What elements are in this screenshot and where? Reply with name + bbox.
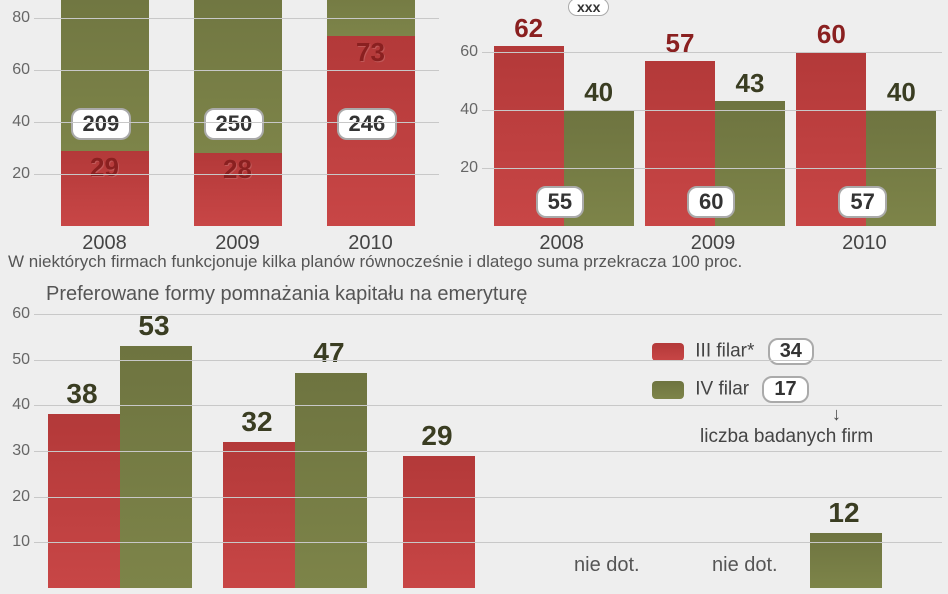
- legend-swatch-red: [652, 343, 684, 361]
- legend-box-1: 34: [768, 338, 814, 365]
- count-box: 57: [838, 186, 886, 218]
- legend-caption: liczba badanych firm: [700, 426, 873, 448]
- bar-red: [223, 442, 295, 588]
- chart-right-plot: 624055574360604057: [486, 0, 940, 226]
- top-row: 712920972282502773246 204060802008200920…: [0, 0, 948, 252]
- value-red: 62: [486, 13, 572, 44]
- footnote: W niektórych firmach funkcjonuje kilka p…: [8, 252, 742, 272]
- legend-box-2: 17: [762, 376, 808, 403]
- count-box: 209: [71, 108, 132, 140]
- count-box: 250: [204, 108, 265, 140]
- legend-count-box-top: xxx: [568, 0, 609, 16]
- label-niedot-1: nie dot.: [574, 554, 640, 577]
- subtitle: Preferowane formy pomnażania kapitału na…: [46, 283, 527, 306]
- chart-left-plot: 712920972282502773246: [38, 0, 437, 226]
- legend-label-2: IV filar: [695, 379, 749, 400]
- count-box: 246: [337, 108, 398, 140]
- label-niedot-2: nie dot.: [712, 554, 778, 577]
- count-box: 55: [536, 186, 584, 218]
- legend-row-2: IV filar 17: [652, 376, 809, 403]
- value-red: 57: [637, 28, 723, 59]
- value-olive: 40: [858, 77, 944, 108]
- count-box: 60: [687, 186, 735, 218]
- legend-label-1: III filar*: [695, 341, 754, 362]
- value-red: 73: [341, 37, 401, 68]
- chart-left: 712920972282502773246 204060802008200920…: [0, 0, 445, 252]
- value-olive: 40: [556, 77, 642, 108]
- value-red: 29: [393, 420, 481, 452]
- value-olive: 43: [707, 68, 793, 99]
- value-olive: 47: [285, 337, 373, 369]
- value-red: 28: [208, 154, 268, 185]
- chart-bottom: 385332472912 III filar* 34 IV filar 17 ↓…: [0, 304, 948, 594]
- value-red: 32: [213, 406, 301, 438]
- bar-red: [403, 456, 475, 588]
- chart-right: 624055574360604057 xxx 20406020082009201…: [448, 0, 948, 252]
- legend-arrow-icon: ↓: [832, 404, 841, 425]
- value-red: 29: [75, 152, 135, 183]
- bar-olive: [120, 346, 192, 588]
- legend-row-1: III filar* 34: [652, 338, 814, 365]
- legend-swatch-olive: [652, 381, 684, 399]
- x-label: 2010: [824, 232, 904, 255]
- value-olive: 12: [800, 497, 888, 529]
- bar-red: [48, 414, 120, 588]
- value-red: 60: [788, 19, 874, 50]
